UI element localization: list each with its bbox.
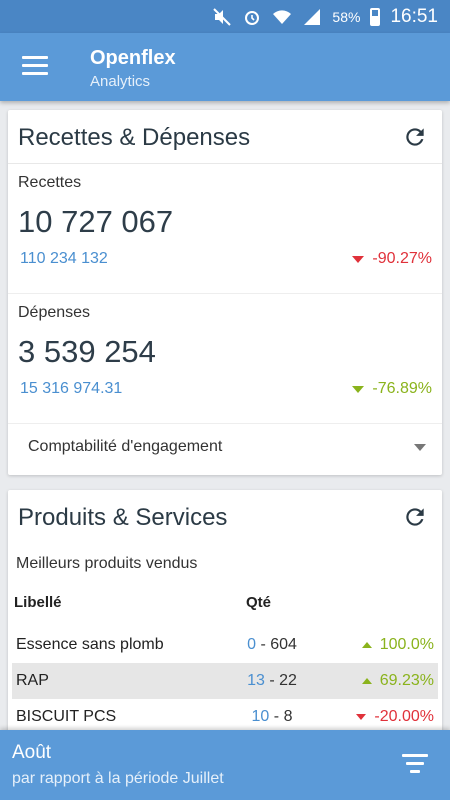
recettes-metric: Recettes 10 727 067 110 234 132 -90.27%: [8, 164, 442, 294]
row-change-value: -20.00%: [374, 708, 434, 725]
depenses-metric: Dépenses 3 539 254 15 316 974.31 -76.89%: [8, 294, 442, 424]
recettes-value: 10 727 067: [18, 204, 174, 239]
app-bar: Openflex Analytics: [0, 33, 450, 101]
app-title: Openflex: [90, 47, 176, 69]
row-qty-previous: 13: [247, 672, 265, 689]
row-qty-current: 8: [283, 708, 293, 725]
products-card: Produits & Services Meilleurs produits v…: [8, 490, 442, 750]
chevron-down-icon: [414, 444, 426, 451]
increase-arrow-icon: [361, 678, 372, 684]
refresh-icon[interactable]: [402, 124, 428, 150]
depenses-change-value: -76.89%: [372, 380, 432, 397]
qty-separator: -: [269, 672, 275, 689]
row-qty: 10 - 8: [212, 708, 332, 726]
row-qty: 13 - 22: [212, 672, 332, 690]
period-subtitle: par rapport à la période Juillet: [12, 770, 224, 787]
increase-arrow-icon: [361, 642, 372, 648]
depenses-change: -76.89%: [352, 380, 432, 398]
filter-icon[interactable]: [402, 754, 428, 774]
alarm-icon: [242, 8, 262, 26]
period-title: Août: [12, 742, 52, 763]
table-header: Libellé Qté: [8, 590, 442, 616]
row-qty: 0 - 604: [212, 636, 332, 654]
row-qty-previous: 0: [247, 636, 256, 653]
row-change: 69.23%: [361, 672, 434, 690]
decrease-arrow-icon: [356, 714, 367, 720]
accounting-mode-value: Comptabilité d'engagement: [28, 438, 223, 455]
table-row[interactable]: BISCUIT PCS 10 - 8 -20.00%: [12, 699, 438, 735]
row-name: Essence sans plomb: [16, 636, 164, 653]
finance-card: Recettes & Dépenses Recettes 10 727 067 …: [8, 110, 442, 475]
table-row[interactable]: Essence sans plomb 0 - 604 100.0%: [12, 627, 438, 663]
refresh-icon[interactable]: [402, 504, 428, 530]
row-qty-current: 604: [270, 636, 297, 653]
decrease-arrow-icon: [352, 255, 365, 263]
row-qty-current: 22: [279, 672, 297, 689]
period-bar: Août par rapport à la période Juillet: [0, 730, 450, 800]
menu-icon[interactable]: [22, 56, 48, 76]
row-change-value: 69.23%: [379, 672, 434, 689]
products-card-title: Produits & Services: [18, 504, 228, 531]
row-qty-previous: 10: [251, 708, 270, 725]
column-qte: Qté: [246, 594, 272, 611]
products-card-header: Produits & Services: [8, 490, 442, 544]
recettes-change-value: -90.27%: [372, 250, 432, 267]
clock: 16:51: [390, 5, 438, 27]
finance-card-title: Recettes & Dépenses: [18, 124, 251, 151]
row-change-value: 100.0%: [379, 636, 434, 653]
row-change: 100.0%: [361, 636, 434, 654]
row-name: RAP: [16, 672, 49, 689]
depenses-value: 3 539 254: [18, 334, 156, 369]
column-libelle: Libellé: [14, 594, 62, 611]
battery-icon: [370, 7, 381, 26]
recettes-label: Recettes: [18, 174, 82, 191]
app-subtitle: Analytics: [90, 73, 151, 90]
recettes-previous: 110 234 132: [20, 250, 108, 267]
depenses-previous: 15 316 974.31: [20, 380, 123, 397]
row-name: BISCUIT PCS: [16, 708, 117, 725]
status-bar: 58% 16:51: [0, 0, 450, 33]
mute-icon: [212, 7, 232, 26]
recettes-change: -90.27%: [352, 250, 432, 268]
battery-percent: 58%: [332, 8, 361, 25]
signal-icon: [302, 8, 322, 26]
decrease-arrow-icon: [352, 385, 365, 393]
accounting-mode-select[interactable]: Comptabilité d'engagement: [8, 424, 442, 474]
depenses-label: Dépenses: [18, 304, 91, 321]
finance-card-header: Recettes & Dépenses: [8, 110, 442, 164]
qty-separator: -: [260, 636, 266, 653]
wifi-icon: [272, 8, 292, 26]
products-subtitle: Meilleurs produits vendus: [16, 555, 198, 572]
row-change: -20.00%: [356, 708, 434, 726]
table-row[interactable]: RAP 13 - 22 69.23%: [12, 663, 438, 699]
qty-separator: -: [273, 708, 280, 725]
